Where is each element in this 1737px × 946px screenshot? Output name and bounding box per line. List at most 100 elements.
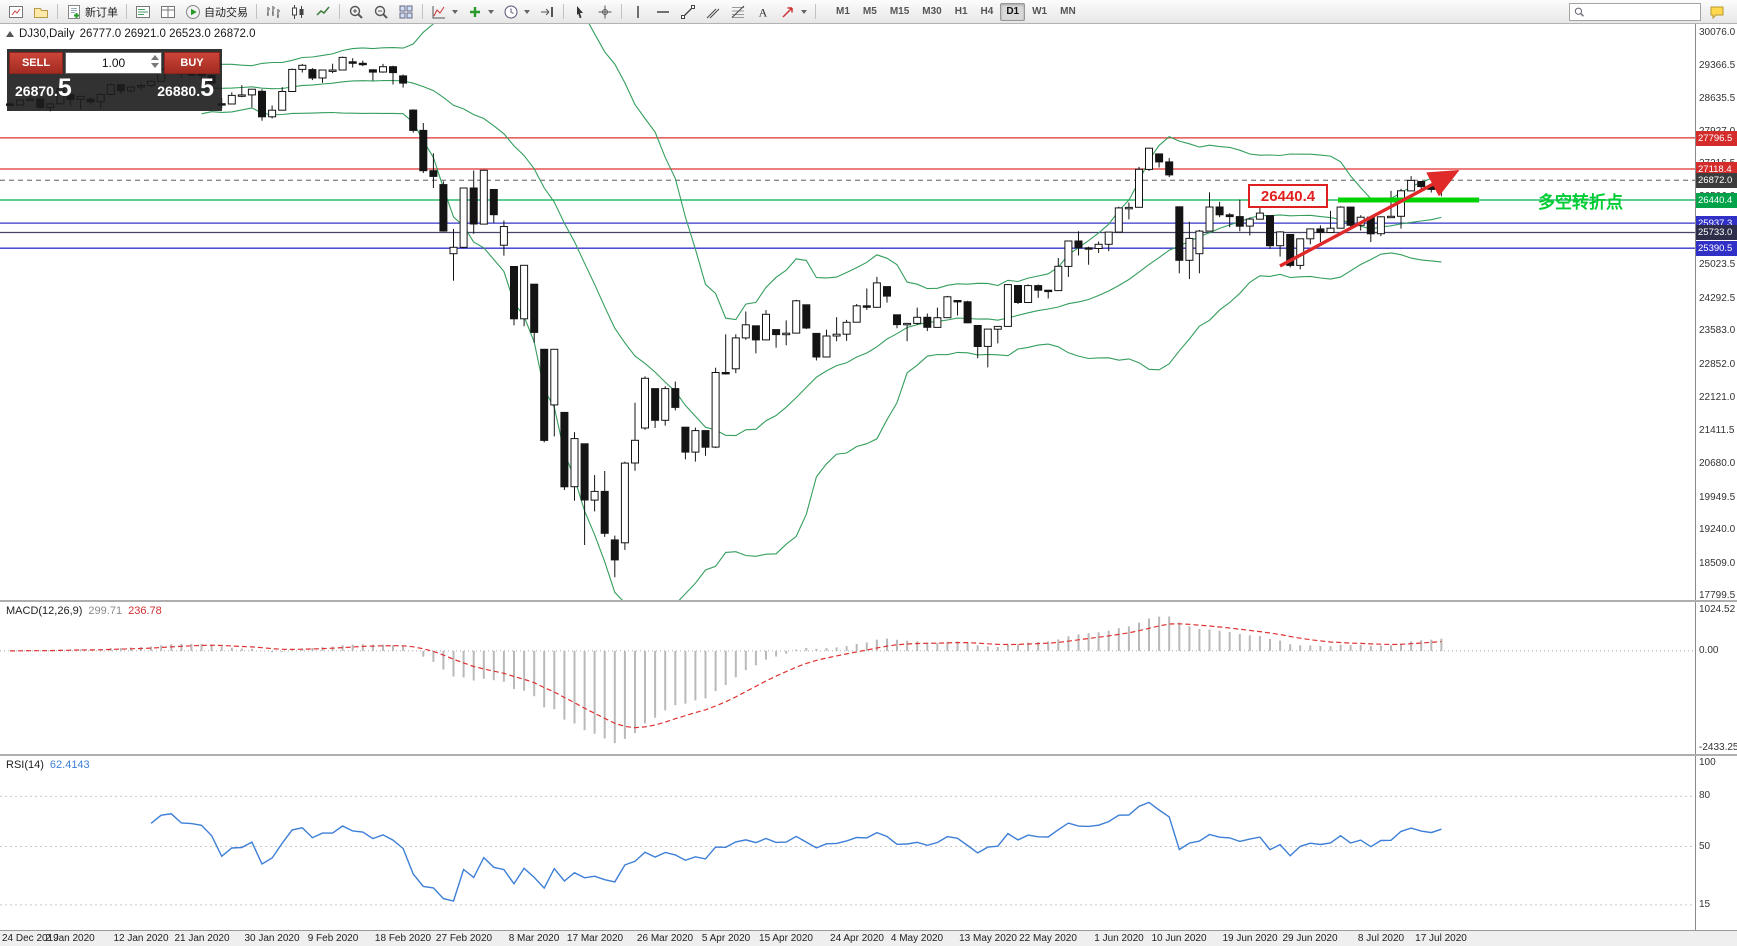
market-watch-icon[interactable] [131,2,155,22]
volume-down-arrow[interactable] [151,63,159,68]
chart-shift-icon-glyph [541,6,553,17]
x-axis-date-label: 17 Mar 2020 [566,933,624,944]
x-axis-date-label: 9 Feb 2020 [307,933,359,944]
timeframe-button-m30[interactable]: M30 [916,3,947,21]
y-axis-tick: 20680.0 [1699,458,1736,469]
price-axis[interactable]: 30076.029366.528635.527927.027216.526506… [1695,24,1737,946]
candlestick-chart-icon[interactable] [286,2,310,22]
new-order-glyph [68,4,80,19]
arrows-tool-icon-glyph [782,6,793,18]
new-order-button[interactable]: 新订单 [62,2,122,22]
indicators-icon[interactable] [427,2,462,22]
trend-arrow[interactable] [1279,169,1460,268]
new-chart-window-icon[interactable] [4,2,28,22]
profiles-icon-glyph [34,7,48,18]
timeframe-button-m1[interactable]: M1 [830,3,856,21]
y-axis-tick: 23583.0 [1699,325,1736,336]
x-axis-date-label: 21 Jan 2020 [174,933,230,944]
zoom-in-icon[interactable] [344,2,368,22]
text-tool-icon[interactable]: A [751,2,775,22]
y-axis-tick: 21411.5 [1699,425,1735,436]
line-chart-icon[interactable] [311,2,335,22]
text-tool-icon-glyph: A [759,5,768,19]
horizontal-line-icon[interactable] [651,2,675,22]
add-object-icon[interactable] [463,2,498,22]
rsi-indicator-label: RSI(14) 62.4143 [6,759,90,771]
one-click-trading-panel: SELL 1.00 BUY 26870. 5 26880. 5 [7,49,222,111]
bollinger-band [201,79,1442,437]
auto-trading-button[interactable]: 自动交易 [181,2,252,22]
fibonacci-icon-glyph [731,5,745,18]
profiles-icon[interactable] [29,2,53,22]
x-axis-date-label: 4 May 2020 [890,933,944,944]
cursor-icon[interactable] [568,2,592,22]
collapse-panel-icon[interactable] [6,31,14,37]
price-annotation-box[interactable]: 26440.4 [1248,184,1328,208]
toolbar-separator [339,4,340,19]
timeframe-button-h1[interactable]: H1 [949,3,974,21]
main-chart-panel[interactable]: DJ30,Daily 26777.0 26921.0 26523.0 26872… [0,24,1695,600]
sell-button[interactable]: SELL [9,52,63,74]
search-input[interactable] [1587,5,1697,18]
x-axis-date-label: 24 Dec 2019 [2,933,59,944]
macd-signal-line [9,623,1442,729]
rsi-chart[interactable] [0,756,1695,930]
channel-icon[interactable] [701,2,725,22]
bar-chart-icon[interactable] [261,2,285,22]
x-axis-date-label: 10 Jun 2020 [1151,933,1207,944]
price-tag-25390.5: 25390.5 [1696,241,1737,256]
timeframe-button-m5[interactable]: M5 [857,3,883,21]
community-icon[interactable] [1705,2,1729,22]
rsi-axis-label: 100 [1699,757,1716,768]
timeframe-button-w1[interactable]: W1 [1026,3,1053,21]
trendline-icon[interactable] [676,2,700,22]
macd-indicator-label: MACD(12,26,9) 299.71 236.78 [6,605,162,617]
pivot-annotation-text[interactable]: 多空转折点 [1538,193,1623,212]
chart-shift-icon[interactable] [535,2,559,22]
crosshair-icon[interactable] [593,2,617,22]
bollinger-band [201,24,1442,321]
vertical-line-icon-glyph [637,5,639,18]
zoom-out-icon-glyph [374,5,388,19]
period-icon[interactable] [499,2,534,22]
sell-price: 26870. 5 [15,74,72,102]
toolbar-separator [126,4,127,19]
x-axis-date-label: 15 Apr 2020 [759,933,813,944]
period-icon-glyph [504,5,518,18]
macd-axis-label: 0.00 [1699,645,1719,656]
candlestick-chart[interactable] [0,24,1695,600]
timeframe-button-m15[interactable]: M15 [884,3,915,21]
arrows-tool-icon[interactable] [776,2,811,22]
volume-stepper[interactable]: 1.00 [65,52,162,74]
price-tag-27796.5: 27796.5 [1696,131,1737,146]
volume-up-arrow[interactable] [151,55,159,60]
y-axis-tick: 29366.5 [1699,60,1736,71]
toolbar-separator [815,4,816,19]
buy-button[interactable]: BUY [164,52,220,74]
tile-windows-icon[interactable] [394,2,418,22]
x-axis-date-label: 8 Jul 2020 [1357,933,1405,944]
timeframe-button-h4[interactable]: H4 [975,3,1000,21]
market-watch-icon-glyph [136,5,150,18]
date-axis[interactable]: 24 Dec 2019 2 Jan 2020 12 Jan 2020 21 Jan 2… [0,930,1737,946]
data-window-icon[interactable] [156,2,180,22]
x-axis-date-label: 19 Jun 2020 [1222,933,1278,944]
symbol-period-label: DJ30,Daily [19,28,75,40]
macd-axis-label: -2433.25 [1699,742,1737,753]
macd-panel[interactable]: MACD(12,26,9) 299.71 236.78 [0,602,1695,754]
macd-chart[interactable] [0,602,1695,754]
candlestick-series [6,56,1446,578]
add-object-icon-glyph [470,6,480,17]
zoom-out-icon[interactable] [369,2,393,22]
vertical-line-icon[interactable] [626,2,650,22]
timeframe-button-d1[interactable]: D1 [1000,2,1026,21]
channel-icon-glyph [706,8,720,18]
panel-separator[interactable] [0,754,1737,756]
trendline-icon-glyph [681,4,695,19]
y-axis-tick: 22121.0 [1699,392,1736,403]
new-chart-window-icon-glyph [9,5,23,18]
panel-separator[interactable] [0,600,1737,602]
rsi-panel[interactable]: RSI(14) 62.4143 [0,756,1695,930]
fibonacci-icon[interactable] [726,2,750,22]
timeframe-button-mn[interactable]: MN [1054,3,1082,21]
